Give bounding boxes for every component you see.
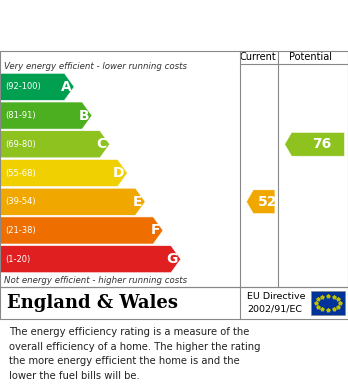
Polygon shape xyxy=(246,190,275,213)
Polygon shape xyxy=(0,102,92,129)
Polygon shape xyxy=(0,131,110,158)
Text: (55-68): (55-68) xyxy=(5,169,35,178)
Text: (21-38): (21-38) xyxy=(5,226,35,235)
Text: (92-100): (92-100) xyxy=(5,83,41,91)
Text: A: A xyxy=(61,80,71,94)
Polygon shape xyxy=(285,133,345,156)
Text: The energy efficiency rating is a measure of the
overall efficiency of a home. T: The energy efficiency rating is a measur… xyxy=(9,327,260,380)
Text: England & Wales: England & Wales xyxy=(7,294,178,312)
Text: Very energy efficient - lower running costs: Very energy efficient - lower running co… xyxy=(4,62,187,71)
Text: (81-91): (81-91) xyxy=(5,111,35,120)
Text: (1-20): (1-20) xyxy=(5,255,30,264)
Text: Potential: Potential xyxy=(289,52,332,62)
Text: (69-80): (69-80) xyxy=(5,140,35,149)
Text: Not energy efficient - higher running costs: Not energy efficient - higher running co… xyxy=(4,276,187,285)
Text: 76: 76 xyxy=(312,137,331,151)
Text: (39-54): (39-54) xyxy=(5,197,35,206)
Text: 52: 52 xyxy=(258,195,277,209)
Text: E: E xyxy=(133,195,142,209)
Text: C: C xyxy=(97,137,107,151)
Text: Energy Efficiency Rating: Energy Efficiency Rating xyxy=(10,18,232,33)
Text: F: F xyxy=(151,224,160,237)
Polygon shape xyxy=(0,246,181,273)
Polygon shape xyxy=(0,217,163,244)
Polygon shape xyxy=(0,188,145,215)
Text: EU Directive
2002/91/EC: EU Directive 2002/91/EC xyxy=(247,292,306,314)
Text: D: D xyxy=(113,166,125,180)
Bar xyxy=(311,291,345,315)
Polygon shape xyxy=(0,73,74,100)
Text: B: B xyxy=(79,109,89,122)
Text: Current: Current xyxy=(239,52,276,62)
Polygon shape xyxy=(0,160,127,187)
Text: G: G xyxy=(167,252,178,266)
